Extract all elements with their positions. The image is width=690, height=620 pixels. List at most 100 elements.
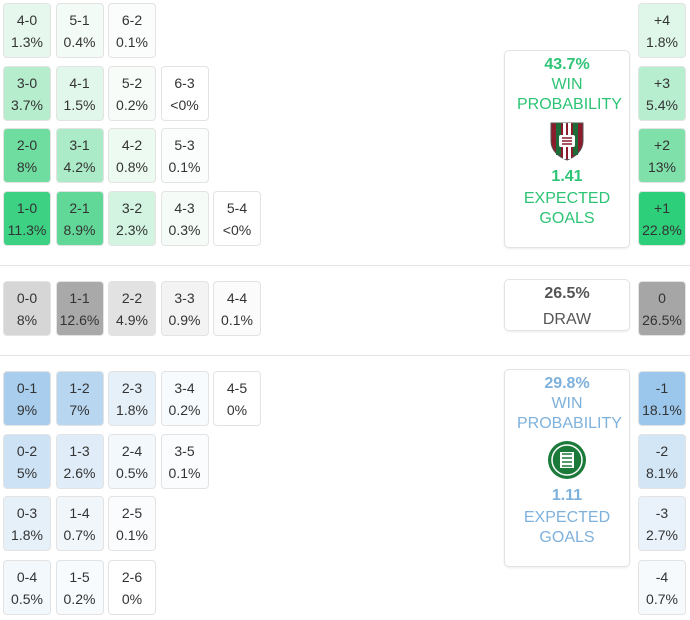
score-label: 2-2 <box>121 290 143 306</box>
score-label: 3-5 <box>174 443 195 459</box>
win-label: WIN PROBABILITY <box>517 395 622 432</box>
draw-summary: 26.5% DRAW <box>504 279 630 331</box>
score-cell: 1-0 11.3% <box>3 191 51 246</box>
score-cell: 4-4 0.1% <box>213 281 261 336</box>
margin-cell: -3 2.7% <box>638 496 686 551</box>
score-cell: 2-0 8% <box>3 128 51 183</box>
probability: 13% <box>647 159 677 175</box>
score-label: 2-5 <box>121 505 143 521</box>
probability: 1.3% <box>11 34 43 50</box>
margin-cell: +1 22.8% <box>638 191 686 246</box>
score-label: 2-1 <box>69 200 90 216</box>
margin-cell: -2 8.1% <box>638 434 686 489</box>
score-label: 2-3 <box>121 380 143 396</box>
probability: 1.8% <box>11 527 43 543</box>
probability: 0.1% <box>168 159 201 175</box>
score-label: 4-3 <box>174 200 195 216</box>
probability: 26.5% <box>642 312 682 328</box>
score-label: +2 <box>654 137 670 153</box>
margin-cell: +2 13% <box>638 128 686 183</box>
score-cell: 2-2 4.9% <box>108 281 156 336</box>
score-label: 5-3 <box>174 137 195 153</box>
draw-label: DRAW <box>542 311 592 328</box>
probability: 18.1% <box>642 402 682 418</box>
probability: 0% <box>121 591 143 607</box>
score-label: 3-1 <box>69 137 90 153</box>
probability: 7% <box>69 402 90 418</box>
score-cell: 1-4 0.7% <box>55 496 104 551</box>
score-label: 2-0 <box>16 137 38 153</box>
score-label: 1-1 <box>69 290 90 306</box>
score-label: -4 <box>655 569 669 585</box>
score-cell: 6-3 <0% <box>160 66 209 121</box>
score-cell: 2-4 0.5% <box>108 434 156 489</box>
margin-cell: -4 0.7% <box>638 560 686 615</box>
score-label: 6-2 <box>121 12 143 28</box>
margin-cell: +4 1.8% <box>638 3 686 58</box>
probability: 9% <box>16 402 38 418</box>
probability: 22.8% <box>642 222 682 238</box>
score-cell: 0-2 5% <box>3 434 51 489</box>
probability: 0.2% <box>116 97 148 113</box>
score-cell: 0-1 9% <box>3 371 51 426</box>
win-probability: 43.7% <box>544 56 590 73</box>
score-label: 0 <box>658 290 666 306</box>
probability: 2.3% <box>116 222 148 238</box>
score-cell: 5-2 0.2% <box>108 66 156 121</box>
score-cell: 3-4 0.2% <box>160 371 209 426</box>
probability: 0.2% <box>63 591 96 607</box>
score-label: 0-3 <box>16 505 38 521</box>
score-label: 1-0 <box>16 200 38 216</box>
score-label: +3 <box>654 75 670 91</box>
score-label: 5-1 <box>69 12 90 28</box>
score-label: 6-3 <box>174 75 195 91</box>
score-cell: 3-1 4.2% <box>55 128 104 183</box>
score-label: +4 <box>654 12 670 28</box>
probability: 0.4% <box>63 34 96 50</box>
home-summary: 43.7% WIN PROBABILITY 1.41 EXPECTED GOAL… <box>504 50 630 248</box>
probability: 0.8% <box>116 159 148 175</box>
probability: 8% <box>16 159 38 175</box>
score-cell: 4-1 1.5% <box>55 66 104 121</box>
score-cell: 0-4 0.5% <box>3 560 51 615</box>
probability: 8.9% <box>63 222 96 238</box>
score-label: -3 <box>655 505 669 521</box>
margin-cell: 0 26.5% <box>638 281 686 336</box>
score-label: 1-4 <box>69 505 90 521</box>
probability: 11.3% <box>7 222 47 238</box>
score-label: 3-0 <box>16 75 38 91</box>
probability: 2.7% <box>646 527 678 543</box>
score-label: 4-2 <box>121 137 143 153</box>
score-label: 5-2 <box>121 75 143 91</box>
probability: 0.1% <box>168 465 201 481</box>
score-cell: 0-3 1.8% <box>3 496 51 551</box>
probability: 1.5% <box>63 97 96 113</box>
score-cell: 4-0 1.3% <box>3 3 51 58</box>
home-crest <box>550 122 584 161</box>
away-crest <box>548 441 586 479</box>
score-cell: 1-5 0.2% <box>55 560 104 615</box>
score-cell: 1-1 12.6% <box>55 281 104 336</box>
probability: 0.3% <box>168 222 201 238</box>
separator <box>0 265 690 266</box>
score-label: 0-2 <box>16 443 38 459</box>
score-label: 3-4 <box>174 380 195 396</box>
expected-goals: 1.41 <box>551 168 583 185</box>
score-label: -2 <box>655 443 669 459</box>
expected-label: EXPECTED GOALS <box>523 190 611 227</box>
probability: 1.8% <box>116 402 148 418</box>
probability: 8% <box>16 312 38 328</box>
score-cell: 1-2 7% <box>55 371 104 426</box>
score-label: 4-5 <box>226 380 248 396</box>
probability: 2.6% <box>63 465 96 481</box>
score-cell: 4-2 0.8% <box>108 128 156 183</box>
probability: 0.5% <box>11 591 43 607</box>
score-label: 2-6 <box>121 569 143 585</box>
probability: <0% <box>170 97 199 113</box>
win-probability: 29.8% <box>544 375 590 392</box>
score-cell: 2-1 8.9% <box>55 191 104 246</box>
margin-cell: +3 5.4% <box>638 66 686 121</box>
score-cell: 3-0 3.7% <box>3 66 51 121</box>
probability: 0.5% <box>116 465 148 481</box>
probability: 4.9% <box>116 312 148 328</box>
